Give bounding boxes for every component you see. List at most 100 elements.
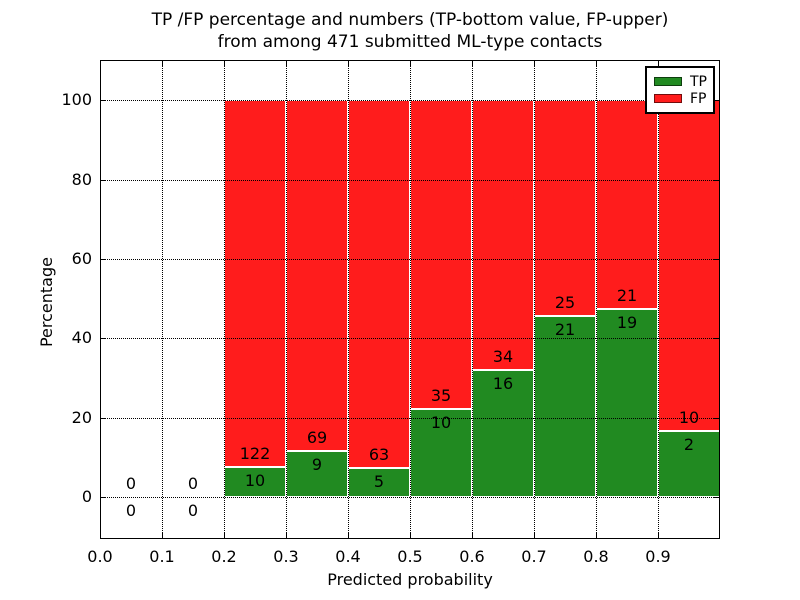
tp-count-label: 2 — [683, 434, 695, 454]
x-tick-bottom — [286, 533, 287, 539]
fp-count-label: 35 — [430, 385, 452, 405]
x-tick-bottom — [348, 533, 349, 539]
x-axis-label: Predicted probability — [327, 570, 493, 589]
x-tick-label: 0.9 — [645, 547, 671, 566]
y-tick-left — [100, 496, 106, 498]
fp-count-label: 21 — [616, 285, 638, 305]
x-tick-bottom — [162, 533, 163, 539]
x-tick-bottom — [658, 533, 659, 539]
x-tick-bottom — [472, 533, 473, 539]
y-gridline — [100, 496, 720, 498]
tp-bar-segment — [596, 308, 658, 497]
tp-count-label: 19 — [616, 312, 638, 332]
x-gridline — [658, 60, 659, 539]
x-tick-bottom — [410, 533, 411, 539]
tp-count-label: 21 — [554, 319, 576, 339]
x-gridline — [286, 60, 287, 539]
x-tick-top — [534, 60, 535, 66]
x-gridline — [472, 60, 473, 539]
x-tick-top — [658, 60, 659, 66]
y-tick-label: 60 — [71, 249, 92, 269]
fp-count-label: 10 — [678, 407, 700, 427]
fp-count-label: 122 — [239, 443, 271, 463]
fp-count-label: 34 — [492, 347, 514, 367]
y-gridline — [100, 100, 720, 102]
legend-item-fp: FP — [654, 90, 707, 107]
fp-count-label: 25 — [554, 292, 576, 312]
y-gridline — [100, 179, 720, 181]
x-tick-top — [596, 60, 597, 66]
y-tick-right — [714, 179, 720, 181]
fp-bar-segment — [596, 100, 658, 309]
x-gridline — [348, 60, 349, 539]
y-tick-left — [100, 417, 106, 419]
x-tick-label: 0.8 — [583, 547, 609, 566]
x-tick-top — [410, 60, 411, 66]
x-tick-top — [286, 60, 287, 66]
x-tick-top — [224, 60, 225, 66]
y-tick-label: 80 — [71, 169, 92, 189]
y-tick-label: 20 — [71, 407, 92, 427]
y-tick-label: 0 — [81, 486, 92, 506]
tp-count-label: 10 — [244, 470, 266, 490]
fp-bar-segment — [658, 100, 720, 431]
tp-bar-segment — [472, 370, 534, 497]
tp-bar-segment — [224, 466, 286, 497]
tp-count-label: 0 — [125, 500, 137, 520]
fp-bar-segment — [224, 100, 286, 467]
tp-count-label: 0 — [187, 500, 199, 520]
x-tick-bottom — [534, 533, 535, 539]
tp-bar-segment — [658, 430, 720, 497]
legend: TP FP — [645, 66, 715, 114]
y-gridline — [100, 338, 720, 340]
chart-title: TP /FP percentage and numbers (TP-bottom… — [110, 9, 710, 53]
x-tick-label: 0.4 — [335, 547, 361, 566]
y-tick-left — [100, 100, 106, 102]
x-tick-bottom — [100, 533, 101, 539]
chart-title-line2: from among 471 submitted ML-type contact… — [217, 32, 603, 52]
x-gridline — [410, 60, 411, 539]
tp-legend-label: TP — [690, 73, 707, 90]
tp-bar-segment — [286, 451, 348, 497]
x-gridline — [596, 60, 597, 539]
y-tick-label: 100 — [61, 90, 92, 110]
x-tick-top — [100, 60, 101, 66]
x-tick-label: 0.7 — [521, 547, 547, 566]
y-tick-left — [100, 259, 106, 261]
fp-count-label: 0 — [125, 473, 137, 493]
tp-bar-segment — [348, 467, 410, 497]
x-tick-top — [162, 60, 163, 66]
x-gridline — [162, 60, 163, 539]
x-tick-top — [472, 60, 473, 66]
chart-title-line1: TP /FP percentage and numbers (TP-bottom… — [151, 10, 669, 30]
x-gridline — [224, 60, 225, 539]
fp-bar-segment — [286, 100, 348, 452]
fp-bar-segment — [410, 100, 472, 409]
x-tick-label: 0.2 — [211, 547, 237, 566]
x-tick-bottom — [596, 533, 597, 539]
x-tick-label: 0.5 — [397, 547, 423, 566]
y-tick-right — [714, 496, 720, 498]
tp-count-label: 16 — [492, 374, 514, 394]
fp-count-label: 0 — [187, 473, 199, 493]
fp-count-label: 63 — [368, 444, 390, 464]
fp-legend-label: FP — [690, 90, 707, 107]
tp-color-swatch — [654, 77, 682, 86]
fp-color-swatch — [654, 94, 682, 103]
x-tick-label: 0.0 — [87, 547, 113, 566]
x-gridline — [534, 60, 535, 539]
y-tick-left — [100, 179, 106, 181]
y-gridline — [100, 259, 720, 261]
y-tick-right — [714, 338, 720, 340]
y-tick-right — [714, 417, 720, 419]
tp-bar-segment — [410, 408, 472, 497]
fp-bar-segment — [472, 100, 534, 371]
y-tick-right — [714, 100, 720, 102]
y-tick-label: 40 — [71, 328, 92, 348]
x-tick-label: 0.1 — [149, 547, 175, 566]
y-tick-right — [714, 259, 720, 261]
fp-bar-segment — [534, 100, 596, 316]
y-tick-left — [100, 338, 106, 340]
